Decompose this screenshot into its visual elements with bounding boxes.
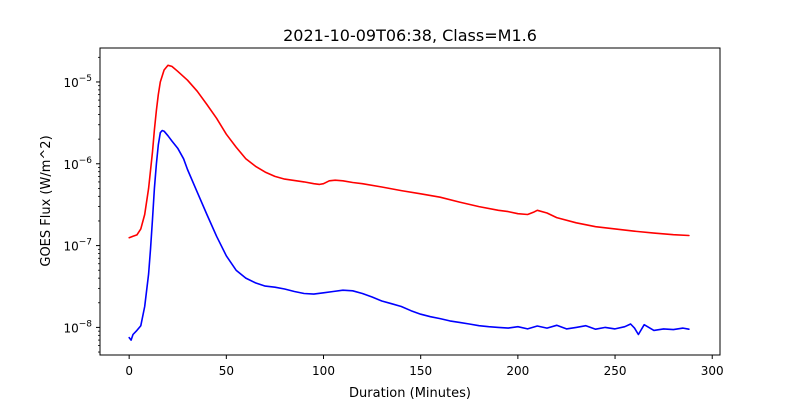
axes-frame (99, 47, 721, 356)
chart-title: 2021-10-09T06:38, Class=M1.6 (283, 26, 537, 45)
x-tick-label: 0 (125, 364, 133, 378)
x-tick-label: 200 (506, 364, 529, 378)
x-tick-label: 250 (604, 364, 627, 378)
y-tick-label: 10−5 (63, 74, 92, 90)
x-axis-label: Duration (Minutes) (349, 386, 471, 400)
plot-area (128, 64, 690, 341)
x-tick-label: 150 (409, 364, 432, 378)
x-tick-label: 300 (701, 364, 724, 378)
y-axis-label: GOES Flux (W/m^2) (39, 135, 54, 266)
series-line-0 (128, 64, 690, 239)
y-tick-label: 10−6 (63, 156, 92, 172)
series-line-1 (128, 129, 690, 341)
axes: 0 50 100 150 200 250 300 10−8 10−7 10−6 10−5 (63, 47, 724, 378)
y-tick-label: 10−8 (63, 319, 92, 335)
x-tick-label: 50 (219, 364, 234, 378)
y-tick-label: 10−7 (63, 238, 92, 254)
x-tick-label: 100 (312, 364, 335, 378)
